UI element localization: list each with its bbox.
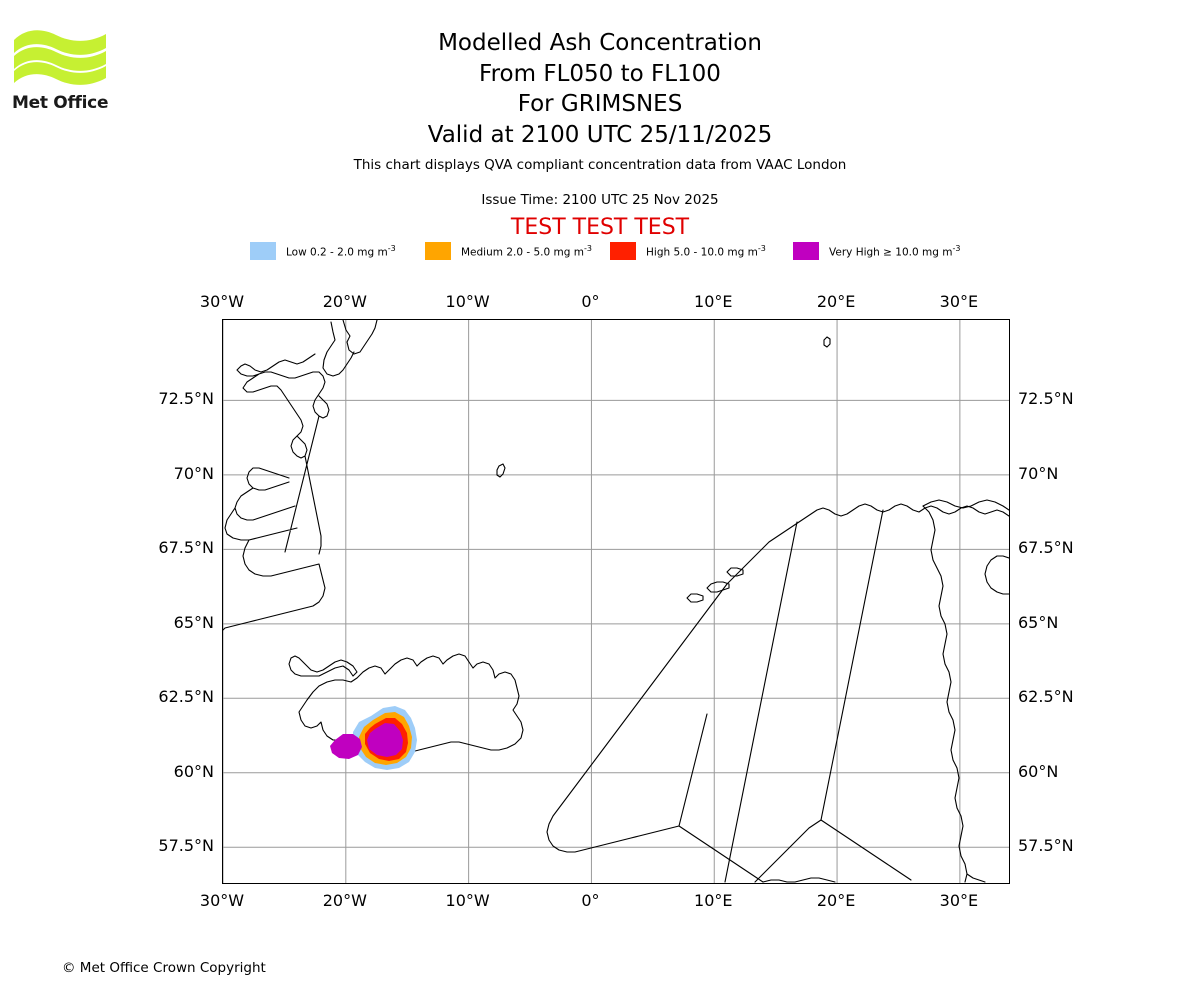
coastline-baltic-east [966,873,986,883]
map-plot-area [222,319,1010,884]
lon-label-top-10°W: 10°W [445,292,490,311]
legend-entry-1: Medium 2.0 - 5.0 mg m-3 [425,240,592,262]
coastline-finland-west [820,819,912,881]
map-gridlines [223,320,1009,883]
lat-label-right-72.5°N: 72.5°N [1018,389,1074,409]
issue-time: Issue Time: 2100 UTC 25 Nov 2025 [481,192,719,208]
logo-wordmark: Met Office [12,93,109,113]
lon-label-bottom-10°W: 10°W [445,891,490,910]
title-valid-time: Valid at 2100 UTC 25/11/2025 [427,121,773,148]
lon-label-bottom-20°E: 20°E [816,891,856,910]
coastline-bear-island [823,336,831,348]
lon-label-top-30°W: 30°W [199,292,245,311]
coastline-lofoten-2 [686,593,704,603]
legend-entry-0: Low 0.2 - 2.0 mg m-3 [250,240,396,262]
border-sweden-finland [820,509,884,821]
lat-label-left-62.5°N: 62.5°N [158,687,214,707]
legend-swatch-0 [250,242,276,260]
lat-label-left-72.5°N: 72.5°N [158,389,214,409]
coastline-vesteralen [726,567,744,577]
legend-swatch-1 [425,242,451,260]
test-banner: TEST TEST TEST [510,215,690,240]
legend-label-1: Medium 2.0 - 5.0 mg m-3 [461,243,592,259]
legend-label-2: High 5.0 - 10.0 mg m-3 [646,243,766,259]
logo-waves-icon [14,30,106,85]
lon-label-bottom-0°: 0° [581,891,600,910]
lat-label-left-57.5°N: 57.5°N [158,836,214,856]
concentration-legend: Low 0.2 - 2.0 mg m-3 Medium 2.0 - 5.0 mg … [222,240,1010,262]
lat-label-left-67.5°N: 67.5°N [158,538,214,558]
coastline-kola [922,499,1009,511]
lon-label-top-10°E: 10°E [694,292,733,311]
coastline-greenland [223,320,378,631]
lat-label-right-70°N: 70°N [1018,463,1059,483]
lat-label-right-65°N: 65°N [1018,612,1059,632]
lat-label-left-70°N: 70°N [173,463,214,483]
lon-label-top-20°E: 20°E [816,292,856,311]
lat-label-right-67.5°N: 67.5°N [1018,538,1074,558]
coastline-norway [546,503,1009,853]
border-finland-russia [922,505,968,883]
map-canvas [223,320,1009,883]
coastline-lofoten [706,581,730,593]
lon-label-top-20°W: 20°W [322,292,367,311]
lon-label-bottom-20°W: 20°W [322,891,367,910]
page-title: Modelled Ash Concentration [438,30,762,56]
coastline-baltic-south [762,877,836,883]
lat-label-left-65°N: 65°N [173,612,214,632]
lon-label-bottom-10°E: 10°E [694,891,733,910]
legend-swatch-2 [610,242,636,260]
coastline-norway-fjords [678,713,708,827]
coastline-jan-mayen [496,463,506,478]
title-volcano-name: For GRIMSNES [517,91,683,117]
met-office-logo: Met Office [12,26,132,113]
legend-entry-2: High 5.0 - 10.0 mg m-3 [610,240,766,262]
lat-label-right-57.5°N: 57.5°N [1018,836,1074,856]
qva-note: This chart displays QVA compliant concen… [353,157,847,173]
legend-swatch-3 [793,242,819,260]
lat-label-left-60°N: 60°N [173,761,214,781]
border-norway-sweden [724,521,798,883]
legend-label-0: Low 0.2 - 2.0 mg m-3 [286,243,396,259]
lon-label-top-0°: 0° [581,292,600,311]
title-flight-levels: From FL050 to FL100 [479,60,721,87]
lat-label-right-60°N: 60°N [1018,761,1059,781]
ash-contour-very-high [367,723,403,757]
coastline-bothnia-west [754,819,822,883]
chart-title-block: Modelled Ash Concentration From FL050 to… [200,28,1000,150]
legend-label-3: Very High ≥ 10.0 mg m-3 [829,243,961,259]
ash-concentration-plume [330,706,417,770]
ash-contour-very-high-west [330,734,362,759]
lon-label-bottom-30°E: 30°E [939,891,979,910]
coastline-iceland [288,655,358,677]
legend-entry-3: Very High ≥ 10.0 mg m-3 [793,240,960,262]
lon-label-bottom-30°W: 30°W [199,891,245,910]
lon-label-top-30°E: 30°E [939,292,979,311]
lat-label-right-62.5°N: 62.5°N [1018,687,1074,707]
coastline-norway-south [678,825,764,883]
coastline-white-sea [984,555,1009,595]
coastline-layer [223,320,1009,883]
copyright-footer: © Met Office Crown Copyright [62,960,266,976]
